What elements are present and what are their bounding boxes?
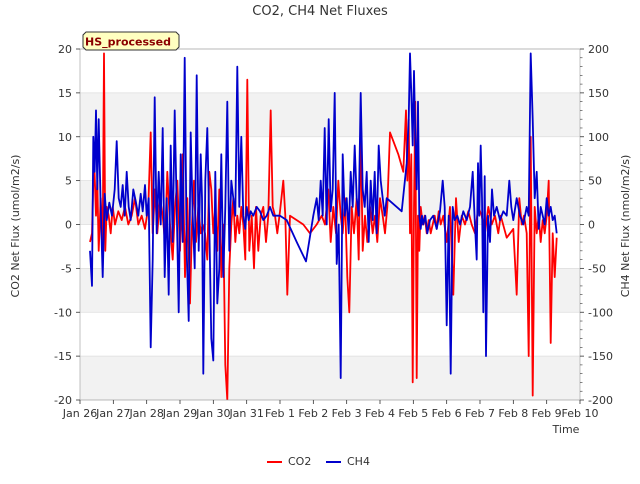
y-tick-label-left: -20 bbox=[54, 394, 72, 407]
x-tick-label: Jan 28 bbox=[128, 407, 163, 420]
x-tick-label: Feb 5 bbox=[398, 407, 428, 420]
x-tick-label: Jan 31 bbox=[228, 407, 263, 420]
y-axis-label-left: CO2 Net Flux (umol/m2/s) bbox=[9, 155, 22, 298]
y-tick-label-right: 150 bbox=[588, 87, 609, 100]
legend-label-co2: CO2 bbox=[288, 455, 311, 468]
x-tick-label: Feb 10 bbox=[562, 407, 599, 420]
y-tick-label-right: 0 bbox=[588, 219, 595, 232]
legend: CO2 CH4 bbox=[267, 455, 370, 468]
y-tick-label-left: 5 bbox=[65, 175, 72, 188]
y-tick-label-left: 15 bbox=[58, 87, 72, 100]
y-tick-label-right: 200 bbox=[588, 43, 609, 56]
x-tick-label: Feb 2 bbox=[298, 407, 328, 420]
series-layer bbox=[89, 52, 558, 400]
chart-title: CO2, CH4 Net Fluxes bbox=[252, 4, 388, 19]
x-tick-label: Feb 4 bbox=[365, 407, 395, 420]
y-tick-label-left: -15 bbox=[54, 350, 72, 363]
x-tick-label: Feb 6 bbox=[432, 407, 462, 420]
legend-label-ch4: CH4 bbox=[347, 455, 370, 468]
background-band bbox=[80, 356, 580, 400]
y-tick-label-right: -200 bbox=[588, 394, 613, 407]
x-tick-label: Feb 3 bbox=[332, 407, 362, 420]
x-tick-label: Jan 26 bbox=[62, 407, 97, 420]
y-axis-label-right: CH4 Net Flux (nmol/m2/s) bbox=[619, 155, 632, 298]
x-tick-label: Feb 9 bbox=[532, 407, 562, 420]
y-tick-label-left: 10 bbox=[58, 131, 72, 144]
y-tick-label-right: 50 bbox=[588, 175, 602, 188]
x-tick-label: Jan 27 bbox=[95, 407, 130, 420]
y-tick-label-right: -100 bbox=[588, 306, 613, 319]
y-tick-label-right: -50 bbox=[588, 262, 606, 275]
x-tick-label: Feb 7 bbox=[465, 407, 495, 420]
y-tick-label-left: -10 bbox=[54, 306, 72, 319]
annotation-label: HS_processed bbox=[85, 36, 171, 49]
y-tick-label-left: -5 bbox=[61, 262, 72, 275]
axes: -20-15-10-505101520-200-150-100-50050100… bbox=[54, 43, 613, 420]
series-line-ch4 bbox=[89, 52, 558, 379]
x-tick-label: Jan 29 bbox=[162, 407, 197, 420]
x-tick-label: Feb 1 bbox=[265, 407, 295, 420]
x-tick-label: Jan 30 bbox=[195, 407, 230, 420]
x-tick-label: Feb 8 bbox=[498, 407, 528, 420]
y-tick-label-right: 100 bbox=[588, 131, 609, 144]
background-band bbox=[80, 268, 580, 313]
annotation-box: HS_processed bbox=[82, 31, 180, 51]
x-axis-label: Time bbox=[552, 423, 580, 436]
y-tick-label-right: -150 bbox=[588, 350, 613, 363]
y-tick-label-left: 0 bbox=[65, 219, 72, 232]
y-tick-label-left: 20 bbox=[58, 43, 72, 56]
